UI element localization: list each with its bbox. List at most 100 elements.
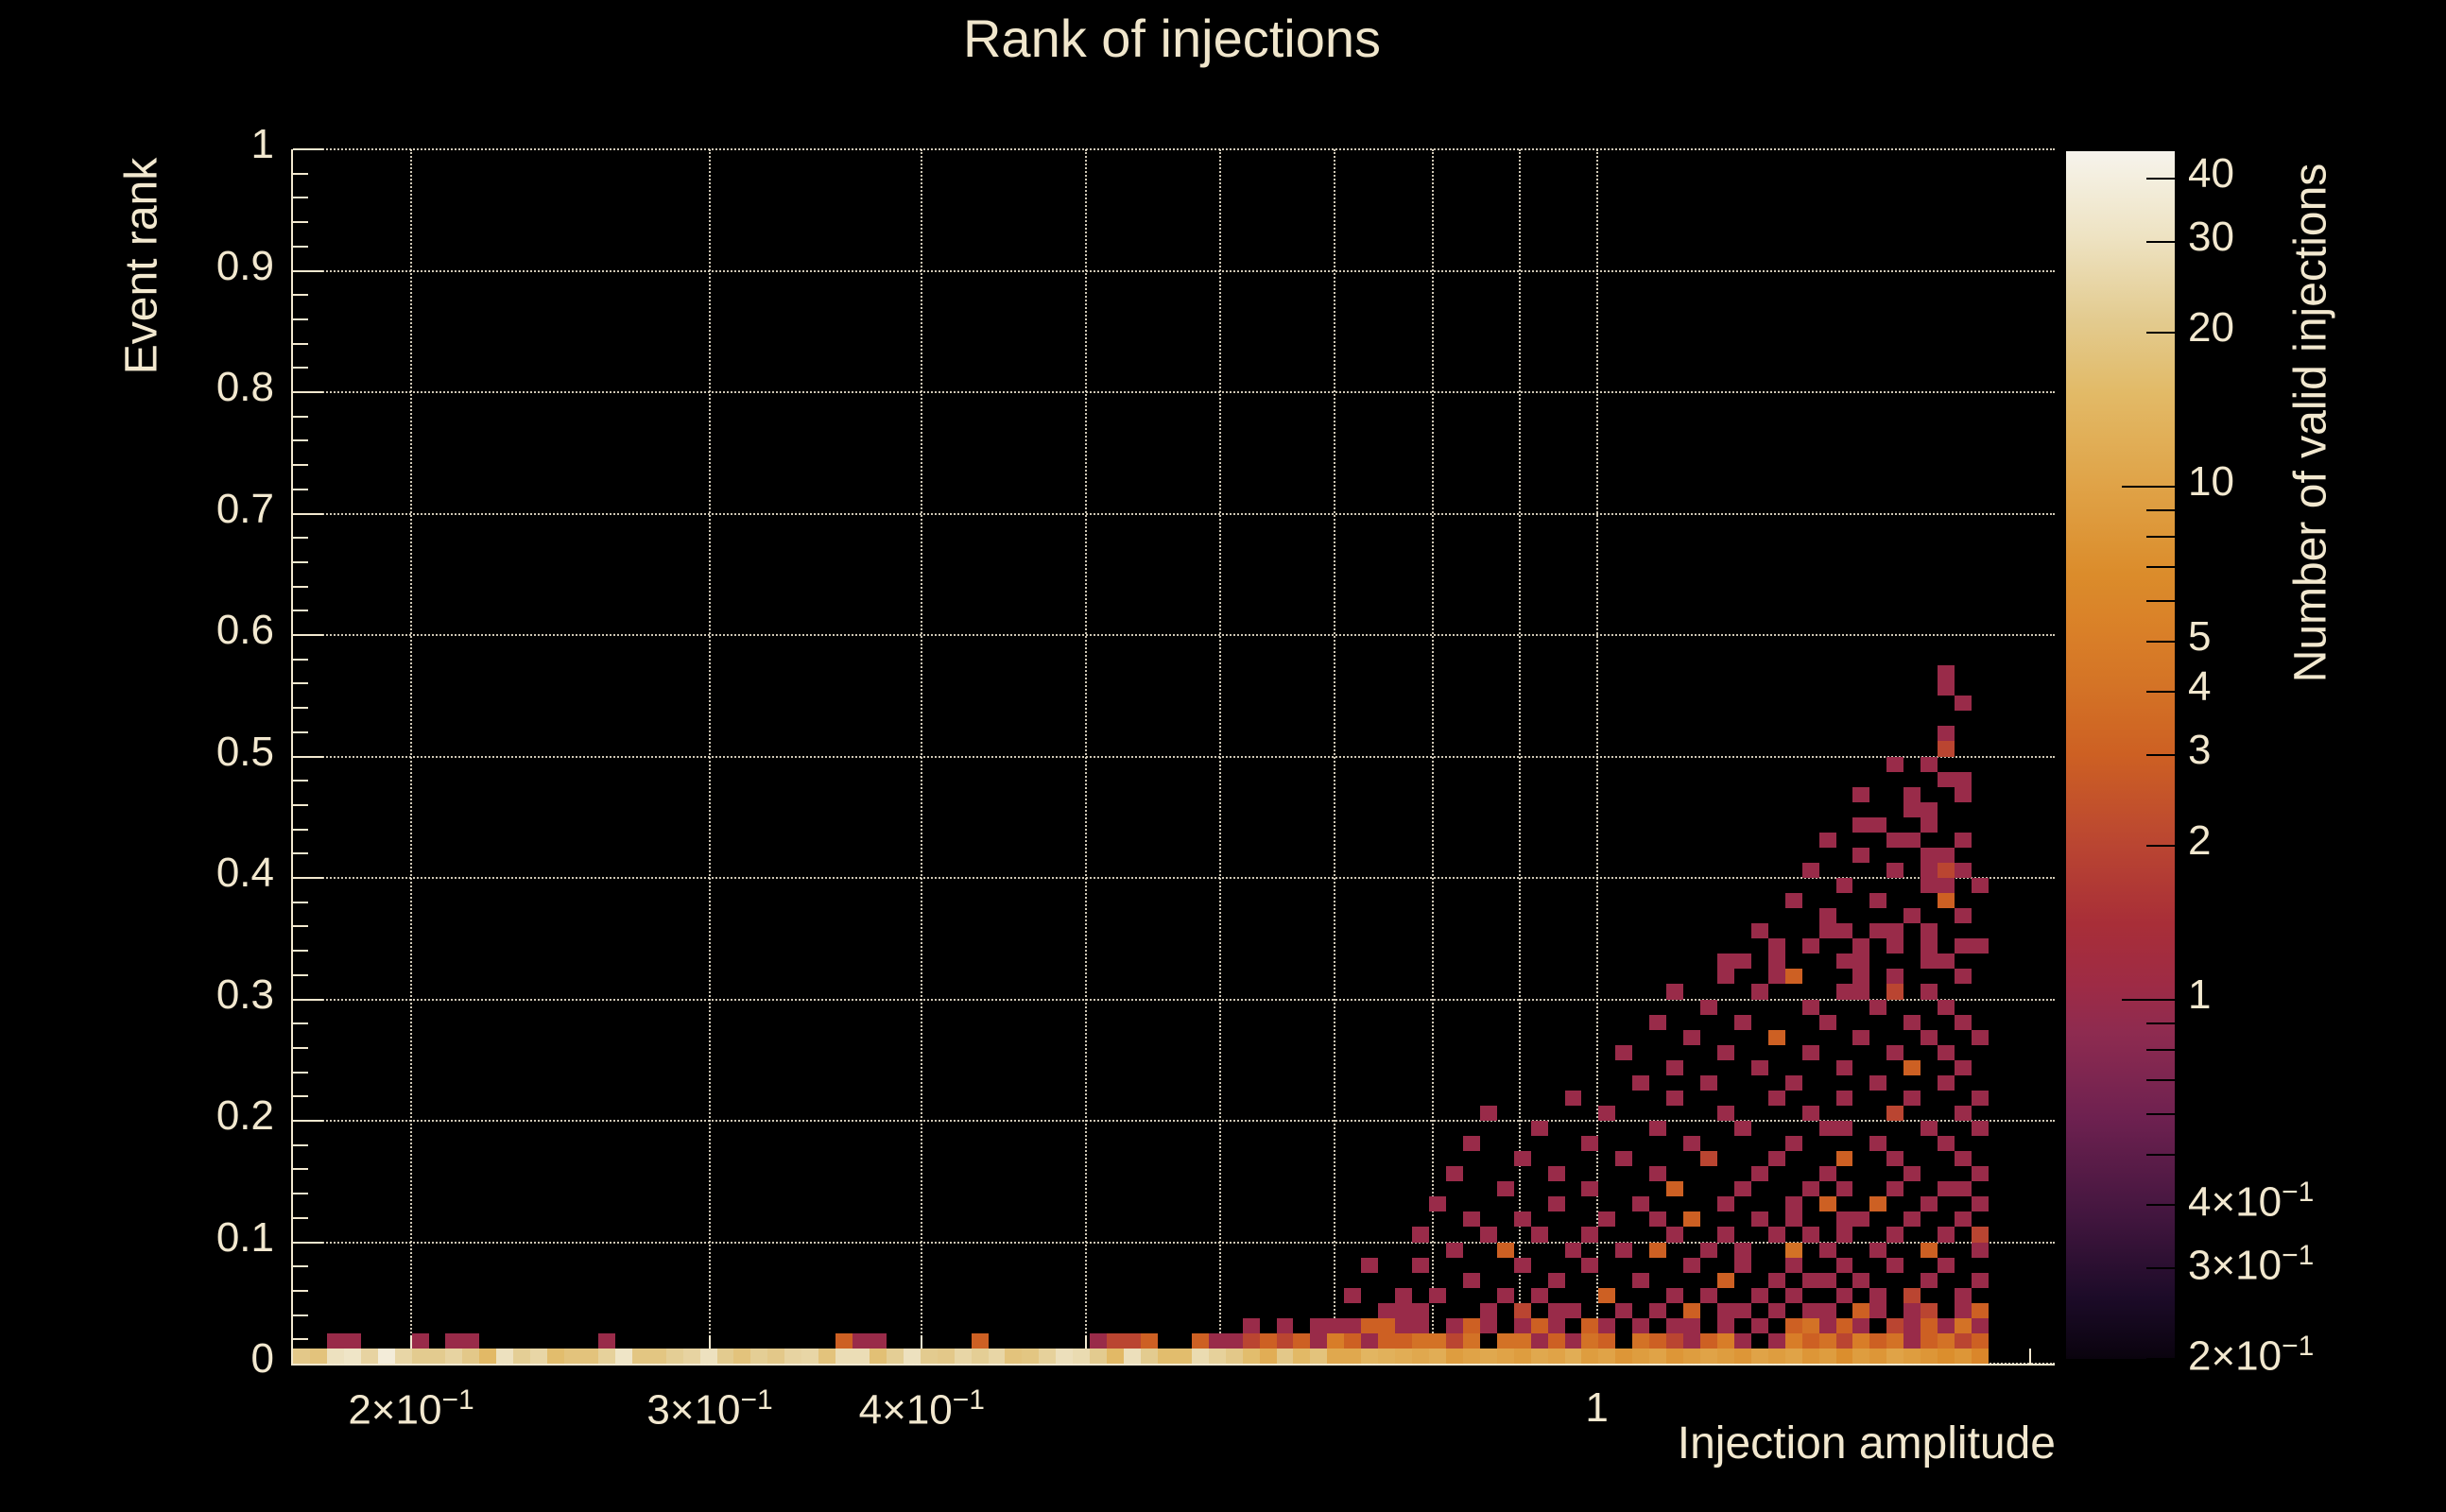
heatmap-cell: [1649, 1303, 1666, 1318]
heatmap-cell: [1869, 1196, 1886, 1211]
y-tick-label: 0.1: [215, 1213, 274, 1261]
heatmap-cell: [1972, 1318, 1989, 1333]
heatmap-cell: [1955, 938, 1972, 954]
colorbar-tick-label: 10: [2188, 458, 2234, 506]
colorbar-minor-tick: [2146, 599, 2175, 602]
heatmap-cell: [1378, 1303, 1395, 1318]
y-major-tick: [293, 755, 323, 758]
heatmap-cell: [1938, 848, 1955, 863]
y-tick-label: 0.5: [215, 728, 274, 775]
heatmap-cell: [1649, 1015, 1666, 1030]
heatmap-cell: [1615, 1349, 1632, 1364]
heatmap-cell: [1700, 1075, 1717, 1091]
x-gridline: [1333, 149, 1335, 1364]
heatmap-cell: [1836, 1151, 1852, 1166]
heatmap-cell: [1886, 1151, 1903, 1166]
heatmap-cell: [1903, 1060, 1921, 1075]
heatmap-cell: [1141, 1333, 1158, 1349]
heatmap-cell: [1972, 1196, 1989, 1211]
colorbar-tick-label: 5: [2188, 612, 2212, 660]
heatmap-cell: [1395, 1303, 1412, 1318]
heatmap-cell: [1768, 1030, 1785, 1045]
x-tick-label: 2×10−1: [348, 1384, 474, 1434]
heatmap-cell: [870, 1333, 887, 1349]
heatmap-cell: [1785, 1243, 1802, 1258]
y-minor-tick: [293, 1314, 308, 1316]
heatmap-cell: [1921, 923, 1938, 938]
heatmap-cell: [395, 1349, 412, 1364]
heatmap-cell: [1548, 1349, 1565, 1364]
heatmap-cell: [513, 1349, 530, 1364]
heatmap-cell: [1717, 1196, 1734, 1211]
heatmap-cell: [1734, 1243, 1751, 1258]
y-tick-label: 0.3: [215, 971, 274, 1018]
y-minor-tick: [293, 1265, 308, 1268]
heatmap-cell: [1852, 787, 1869, 802]
y-minor-tick: [293, 1338, 308, 1341]
heatmap-cell: [1565, 1303, 1581, 1318]
y-minor-tick: [293, 1071, 308, 1074]
heatmap-cell: [1903, 1211, 1921, 1227]
heatmap-cell: [1734, 1181, 1751, 1196]
heatmap-cell: [1497, 1181, 1514, 1196]
heatmap-cell: [1972, 1091, 1989, 1106]
heatmap-cell: [1921, 817, 1938, 833]
colorbar-tick-label: 30: [2188, 214, 2234, 261]
heatmap-cell: [1514, 1211, 1531, 1227]
heatmap-cell: [1802, 1227, 1819, 1243]
heatmap-cell: [1683, 1211, 1700, 1227]
heatmap-cell: [853, 1349, 870, 1364]
colorbar-minor-tick: [2146, 1022, 2175, 1025]
x-tick-label: 1: [1585, 1384, 1609, 1431]
heatmap-cell: [1124, 1349, 1141, 1364]
y-minor-tick: [293, 221, 308, 224]
heatmap-cell: [1938, 726, 1955, 741]
heatmap-cell: [1717, 1106, 1734, 1121]
heatmap-cell: [1192, 1349, 1209, 1364]
heatmap-cell: [1734, 1303, 1751, 1318]
heatmap-cell: [1869, 1349, 1886, 1364]
heatmap-cell: [1734, 1258, 1751, 1273]
heatmap-cell: [1039, 1349, 1056, 1364]
heatmap-cell: [1886, 757, 1903, 772]
heatmap-cell: [1293, 1333, 1310, 1349]
heatmap-cell: [1836, 1318, 1852, 1333]
heatmap-cell: [1938, 1181, 1955, 1196]
heatmap-cell: [1785, 1258, 1802, 1273]
heatmap-cell: [1886, 1333, 1903, 1349]
heatmap-cell: [1768, 938, 1785, 954]
heatmap-cell: [1548, 1273, 1565, 1288]
heatmap-cell: [1243, 1333, 1260, 1349]
y-tick-label: 1: [250, 121, 274, 167]
heatmap-cell: [1700, 1243, 1717, 1258]
heatmap-cell: [921, 1349, 938, 1364]
heatmap-cell: [1497, 1288, 1514, 1303]
heatmap-cell: [1836, 954, 1852, 969]
heatmap-cell: [1480, 1349, 1497, 1364]
heatmap-cell: [1734, 1333, 1751, 1349]
heatmap-cell: [327, 1333, 344, 1349]
heatmap-cell: [1869, 1136, 1886, 1151]
heatmap-cell: [1514, 1151, 1531, 1166]
colorbar-tick-label: 20: [2188, 304, 2234, 351]
y-minor-tick: [293, 973, 308, 976]
y-minor-tick: [293, 439, 308, 442]
heatmap-cell: [1921, 1243, 1938, 1258]
colorbar-minor-tick: [2146, 565, 2175, 568]
heatmap-cell: [1921, 802, 1938, 817]
heatmap-cell: [1819, 1243, 1836, 1258]
heatmap-cell: [1938, 1333, 1955, 1349]
heatmap-cell: [1480, 1303, 1497, 1318]
heatmap-cell: [378, 1349, 395, 1364]
heatmap-cell: [1903, 833, 1921, 848]
y-minor-tick: [293, 730, 308, 733]
x-gridline: [1431, 149, 1434, 1364]
heatmap-cell: [1768, 1349, 1785, 1364]
y-tick-label: 0: [250, 1335, 274, 1382]
heatmap-cell: [1514, 1258, 1531, 1273]
heatmap-cell: [1836, 1211, 1852, 1227]
colorbar-tick-label: 4: [2188, 662, 2212, 710]
heatmap-cell: [1785, 1196, 1802, 1211]
x-minor-tick: [2028, 1349, 2031, 1364]
heatmap-cell: [1632, 1075, 1649, 1091]
